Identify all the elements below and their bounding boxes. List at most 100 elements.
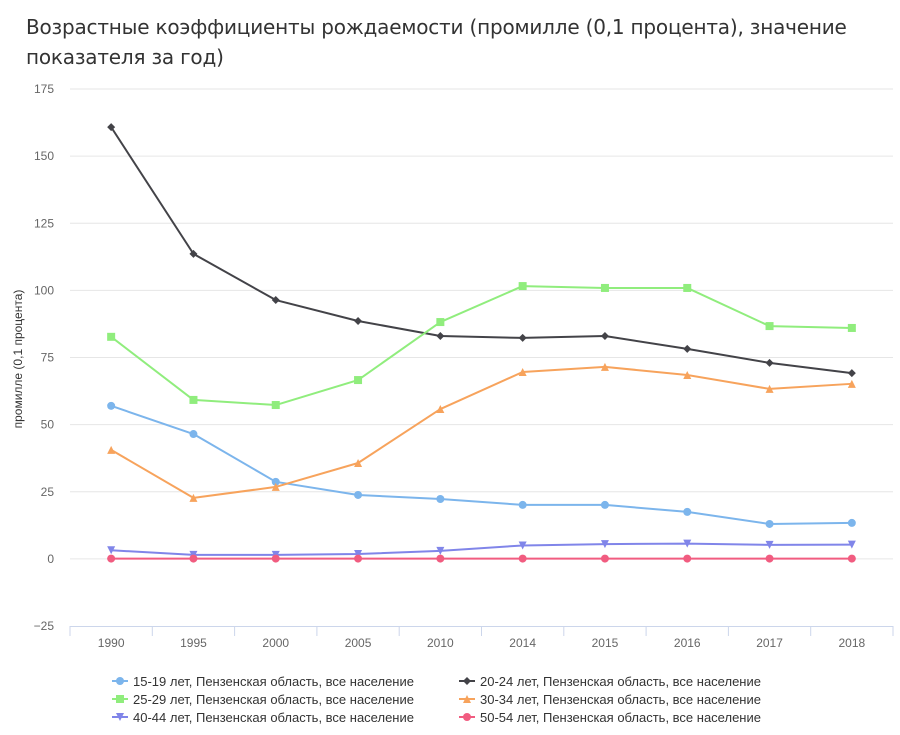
circle-marker-icon[interactable] bbox=[765, 519, 774, 528]
y-tick-label: 175 bbox=[34, 82, 54, 96]
triangle-down-marker-icon[interactable] bbox=[354, 550, 363, 559]
series-line[interactable] bbox=[111, 542, 852, 556]
circle-marker-icon[interactable] bbox=[354, 554, 363, 563]
square-marker-icon[interactable] bbox=[683, 283, 692, 292]
circle-marker-icon[interactable] bbox=[354, 490, 363, 499]
square-marker-icon[interactable] bbox=[436, 318, 445, 327]
triangle-down-marker-icon[interactable] bbox=[683, 539, 692, 548]
circle-marker-icon[interactable] bbox=[189, 554, 198, 563]
square-marker-icon[interactable] bbox=[847, 323, 856, 332]
legend-label: 30-34 лет, Пензенская область, все насел… bbox=[480, 692, 761, 707]
triangle-down-marker-icon[interactable] bbox=[765, 540, 774, 549]
square-marker-icon[interactable] bbox=[107, 332, 116, 341]
series-4 bbox=[107, 362, 856, 502]
triangle-marker-icon[interactable] bbox=[600, 362, 609, 371]
circle-marker-icon[interactable] bbox=[518, 554, 527, 563]
legend-item[interactable]: 40-44 лет, Пензенская область, все насел… bbox=[112, 710, 414, 725]
circle-marker-icon[interactable] bbox=[116, 677, 124, 685]
y-axis-label: промилле (0,1 процента) bbox=[11, 290, 25, 429]
square-marker-icon[interactable] bbox=[518, 282, 527, 291]
square-marker-icon[interactable] bbox=[600, 283, 609, 292]
x-tick-label: 2010 bbox=[427, 636, 454, 650]
triangle-marker-icon[interactable] bbox=[354, 459, 363, 468]
triangle-marker-icon[interactable] bbox=[847, 379, 856, 388]
circle-marker-icon[interactable] bbox=[271, 554, 280, 563]
circle-marker-icon[interactable] bbox=[436, 494, 445, 503]
circle-marker-icon[interactable] bbox=[847, 554, 856, 563]
series-6 bbox=[107, 554, 856, 563]
series-group bbox=[107, 123, 856, 563]
series-5 bbox=[107, 539, 856, 559]
triangle-down-marker-icon[interactable] bbox=[847, 540, 856, 549]
circle-marker-icon[interactable] bbox=[600, 500, 609, 509]
legend-label: 40-44 лет, Пензенская область, все насел… bbox=[133, 710, 414, 725]
y-tick-label: 125 bbox=[34, 216, 54, 230]
y-tick-label: 75 bbox=[41, 351, 55, 365]
y-axis: −25 0 25 50 75 100 125 150 175 bbox=[34, 82, 55, 633]
diamond-marker-icon[interactable] bbox=[518, 333, 527, 342]
legend-item[interactable]: 50-54 лет, Пензенская область, все насел… bbox=[459, 710, 761, 725]
diamond-marker-icon[interactable] bbox=[683, 344, 692, 353]
square-marker-icon[interactable] bbox=[189, 395, 198, 404]
triangle-down-marker-icon[interactable] bbox=[600, 540, 609, 549]
circle-marker-icon[interactable] bbox=[518, 500, 527, 509]
circle-marker-icon[interactable] bbox=[107, 401, 116, 410]
y-tick-label: 100 bbox=[34, 283, 54, 297]
diamond-marker-icon[interactable] bbox=[600, 332, 609, 341]
legend-item[interactable]: 15-19 лет, Пензенская область, все насел… bbox=[112, 674, 414, 689]
triangle-down-marker-icon[interactable] bbox=[518, 541, 527, 550]
series-2 bbox=[107, 123, 856, 378]
circle-marker-icon[interactable] bbox=[600, 554, 609, 563]
square-marker-icon[interactable] bbox=[271, 401, 280, 410]
circle-marker-icon[interactable] bbox=[683, 554, 692, 563]
diamond-marker-icon[interactable] bbox=[463, 677, 471, 685]
circle-marker-icon[interactable] bbox=[271, 477, 280, 486]
series-line[interactable] bbox=[110, 365, 852, 499]
circle-marker-icon[interactable] bbox=[683, 507, 692, 516]
diamond-marker-icon[interactable] bbox=[189, 249, 198, 258]
triangle-marker-icon[interactable] bbox=[765, 384, 774, 393]
triangle-down-marker-icon[interactable] bbox=[436, 546, 445, 555]
circle-marker-icon[interactable] bbox=[189, 430, 198, 439]
triangle-marker-icon[interactable] bbox=[463, 695, 471, 703]
triangle-marker-icon[interactable] bbox=[189, 493, 198, 502]
x-tick-label: 2015 bbox=[592, 636, 619, 650]
legend-item[interactable]: 25-29 лет, Пензенская область, все насел… bbox=[112, 692, 414, 707]
circle-marker-icon[interactable] bbox=[463, 713, 471, 721]
series-1 bbox=[107, 401, 856, 528]
triangle-marker-icon[interactable] bbox=[271, 482, 280, 491]
diamond-marker-icon[interactable] bbox=[107, 123, 116, 132]
series-line[interactable] bbox=[110, 285, 852, 407]
diamond-marker-icon[interactable] bbox=[354, 316, 363, 325]
square-marker-icon[interactable] bbox=[116, 695, 124, 703]
circle-marker-icon[interactable] bbox=[107, 554, 116, 563]
x-tick-label: 2014 bbox=[509, 636, 536, 650]
chart-title: Возрастные коэффициенты рождаемости (про… bbox=[26, 15, 847, 69]
legend-label: 20-24 лет, Пензенская область, все насел… bbox=[480, 674, 761, 689]
square-marker-icon[interactable] bbox=[765, 322, 774, 331]
triangle-marker-icon[interactable] bbox=[436, 405, 445, 414]
legend-label: 25-29 лет, Пензенская область, все насел… bbox=[133, 692, 414, 707]
triangle-down-marker-icon[interactable] bbox=[107, 546, 116, 555]
circle-marker-icon[interactable] bbox=[847, 518, 856, 527]
y-tick-label: 50 bbox=[41, 418, 55, 432]
triangle-marker-icon[interactable] bbox=[107, 445, 116, 454]
square-marker-icon[interactable] bbox=[354, 376, 363, 385]
diamond-marker-icon[interactable] bbox=[436, 332, 445, 341]
circle-marker-icon[interactable] bbox=[436, 554, 445, 563]
legend-item[interactable]: 30-34 лет, Пензенская область, все насел… bbox=[459, 692, 761, 707]
diamond-marker-icon[interactable] bbox=[271, 296, 280, 305]
legend-label: 15-19 лет, Пензенская область, все насел… bbox=[133, 674, 414, 689]
diamond-marker-icon[interactable] bbox=[765, 358, 774, 367]
x-tick-label: 2005 bbox=[345, 636, 372, 650]
diamond-marker-icon[interactable] bbox=[847, 369, 856, 378]
x-tick-label: 2018 bbox=[838, 636, 865, 650]
circle-marker-icon[interactable] bbox=[765, 554, 774, 563]
series-line[interactable] bbox=[110, 404, 852, 525]
triangle-marker-icon[interactable] bbox=[518, 367, 527, 376]
triangle-marker-icon[interactable] bbox=[683, 370, 692, 379]
legend-item[interactable]: 20-24 лет, Пензенская область, все насел… bbox=[459, 674, 761, 689]
triangle-down-marker-icon[interactable] bbox=[116, 713, 124, 721]
series-line[interactable] bbox=[110, 126, 852, 375]
